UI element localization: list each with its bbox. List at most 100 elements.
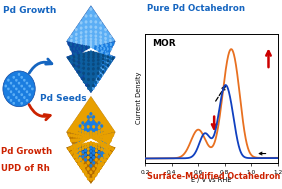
Circle shape <box>74 131 76 133</box>
Circle shape <box>81 139 83 141</box>
Circle shape <box>102 25 104 27</box>
Circle shape <box>90 134 92 136</box>
Circle shape <box>112 57 114 59</box>
Circle shape <box>18 97 20 98</box>
Circle shape <box>85 172 87 174</box>
Circle shape <box>106 148 107 150</box>
Circle shape <box>98 126 100 129</box>
Circle shape <box>76 149 78 151</box>
Circle shape <box>96 124 97 126</box>
Circle shape <box>8 91 9 92</box>
Circle shape <box>106 151 108 153</box>
Circle shape <box>97 139 98 141</box>
Circle shape <box>102 71 104 73</box>
Circle shape <box>100 167 102 169</box>
Circle shape <box>108 64 109 66</box>
Circle shape <box>84 80 85 81</box>
Circle shape <box>92 18 94 20</box>
Circle shape <box>112 148 113 150</box>
Circle shape <box>16 102 17 104</box>
Circle shape <box>88 18 89 20</box>
Circle shape <box>78 153 80 155</box>
Circle shape <box>77 147 79 149</box>
Circle shape <box>90 31 92 33</box>
Circle shape <box>107 155 109 157</box>
Circle shape <box>107 57 108 59</box>
Circle shape <box>87 110 89 112</box>
Circle shape <box>95 26 96 28</box>
Circle shape <box>85 21 87 23</box>
Circle shape <box>29 85 30 87</box>
Circle shape <box>86 46 87 48</box>
Circle shape <box>100 69 101 71</box>
Circle shape <box>79 71 80 73</box>
Circle shape <box>102 153 104 155</box>
Circle shape <box>27 88 28 90</box>
Circle shape <box>85 44 87 46</box>
Circle shape <box>112 39 114 41</box>
Circle shape <box>102 143 104 145</box>
Circle shape <box>77 48 79 50</box>
Circle shape <box>103 132 105 134</box>
Circle shape <box>72 64 74 66</box>
Circle shape <box>110 36 111 37</box>
Circle shape <box>103 154 105 156</box>
Circle shape <box>88 73 89 75</box>
Circle shape <box>87 175 89 177</box>
Circle shape <box>90 123 92 126</box>
Circle shape <box>18 77 20 78</box>
Circle shape <box>98 167 100 169</box>
Circle shape <box>96 171 97 173</box>
Circle shape <box>83 136 84 138</box>
Circle shape <box>95 174 97 176</box>
Circle shape <box>110 40 111 42</box>
Circle shape <box>88 60 89 61</box>
Circle shape <box>5 88 6 90</box>
Circle shape <box>77 60 78 62</box>
Circle shape <box>105 38 106 40</box>
Circle shape <box>85 159 86 161</box>
Circle shape <box>97 170 99 172</box>
Circle shape <box>8 97 9 98</box>
Circle shape <box>90 58 92 60</box>
Circle shape <box>92 177 94 180</box>
Circle shape <box>93 175 94 177</box>
Circle shape <box>102 63 103 64</box>
Circle shape <box>98 29 99 31</box>
Circle shape <box>101 53 103 54</box>
Circle shape <box>97 167 99 169</box>
Circle shape <box>96 149 97 152</box>
Circle shape <box>104 156 106 158</box>
Polygon shape <box>67 51 115 93</box>
Circle shape <box>74 148 76 150</box>
Circle shape <box>102 163 104 165</box>
Circle shape <box>77 146 78 148</box>
Circle shape <box>92 64 94 65</box>
Circle shape <box>82 156 84 158</box>
Circle shape <box>73 135 75 137</box>
Circle shape <box>102 66 103 68</box>
Circle shape <box>97 46 98 47</box>
Circle shape <box>79 68 81 70</box>
Circle shape <box>93 145 94 147</box>
Circle shape <box>18 85 20 87</box>
Circle shape <box>76 144 77 146</box>
Circle shape <box>103 160 105 162</box>
Circle shape <box>18 91 20 92</box>
Circle shape <box>92 56 94 58</box>
Circle shape <box>98 147 100 149</box>
Circle shape <box>95 15 96 17</box>
Circle shape <box>76 38 77 40</box>
Polygon shape <box>78 143 104 164</box>
Circle shape <box>77 150 79 153</box>
Circle shape <box>18 79 20 81</box>
Circle shape <box>98 67 99 69</box>
Circle shape <box>82 111 84 113</box>
Circle shape <box>77 52 78 54</box>
Circle shape <box>110 61 111 63</box>
Circle shape <box>93 121 94 123</box>
Circle shape <box>92 137 94 139</box>
Circle shape <box>102 55 103 57</box>
Circle shape <box>102 156 104 158</box>
Circle shape <box>73 36 75 38</box>
